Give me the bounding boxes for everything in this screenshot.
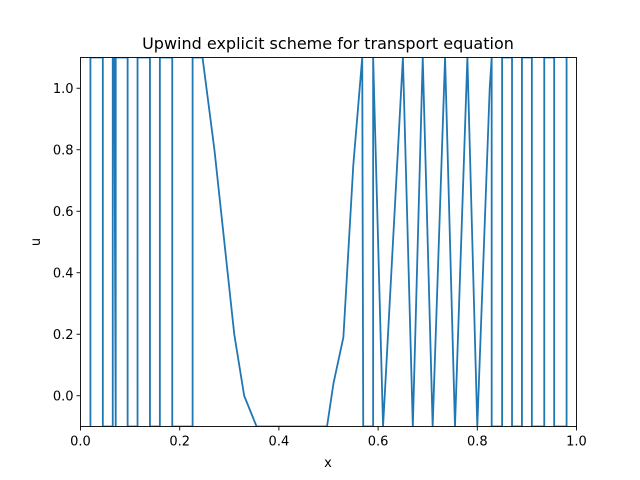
plot-area [89,57,568,427]
y-tick-label: 0.2 [53,328,74,343]
axes-frame [80,57,577,427]
series-line-0 [89,57,568,427]
x-tick-label: 0.4 [269,435,290,450]
x-axis-label: x [324,456,332,471]
x-tick-label: 0.0 [70,435,91,450]
y-tick-label: 0.0 [53,389,74,404]
y-axis-label: u [29,238,44,246]
x-tick-label: 0.6 [368,435,389,450]
x-tick-label: 1.0 [566,435,587,450]
chart-title: Upwind explicit scheme for transport equ… [142,34,514,53]
x-tick-label: 0.2 [169,435,190,450]
axis-ticks: 0.0 0.2 0.4 0.6 0.8 1.0 0.0 0.2 0.4 0.6 0.8 1.0 [53,82,587,450]
x-tick-label: 0.8 [467,435,488,450]
y-tick-label: 0.6 [53,205,74,220]
y-tick-label: 0.4 [53,266,74,281]
y-tick-label: 0.8 [53,143,74,158]
y-tick-label: 1.0 [53,82,74,97]
